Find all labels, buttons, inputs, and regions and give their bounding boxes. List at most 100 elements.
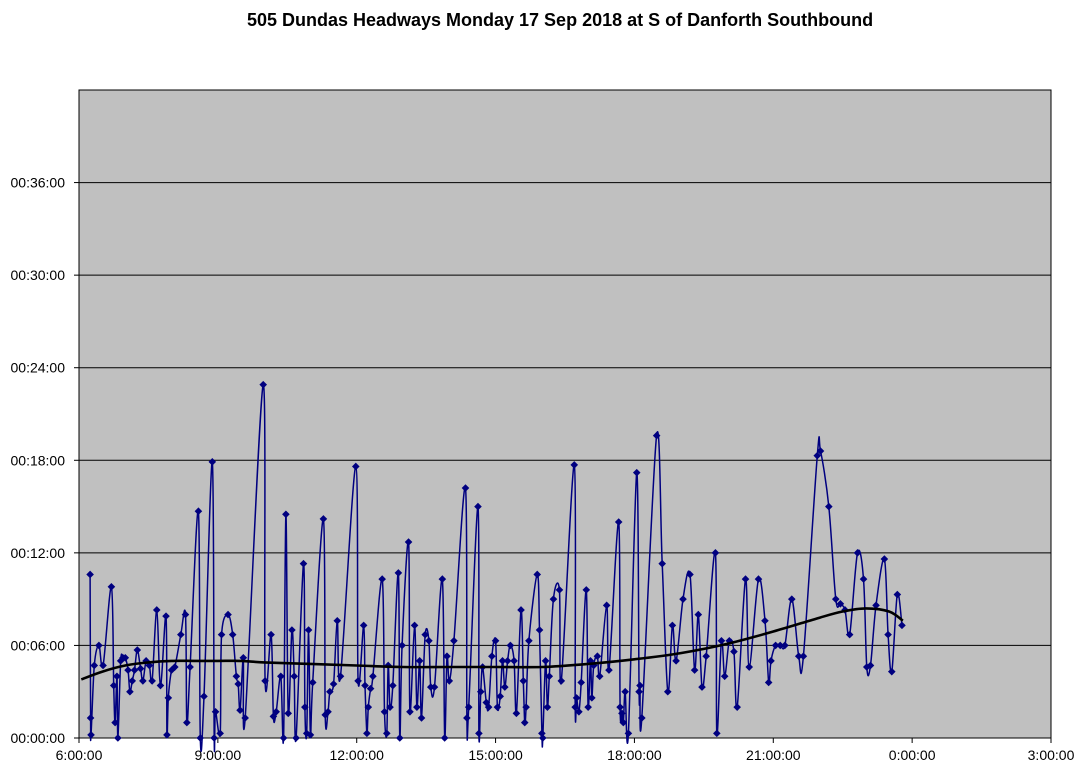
data-point xyxy=(369,672,377,681)
data-point xyxy=(272,707,280,716)
data-point xyxy=(535,626,544,634)
data-point xyxy=(86,714,95,722)
data-point xyxy=(575,707,583,716)
data-point xyxy=(389,681,397,690)
data-point xyxy=(519,677,528,685)
data-point xyxy=(488,652,496,661)
data-point xyxy=(301,703,309,711)
data-point xyxy=(171,663,179,671)
data-point xyxy=(145,661,154,670)
data-point xyxy=(177,630,185,639)
data-point xyxy=(493,703,502,711)
x-tick-label: 15:00:00 xyxy=(468,747,523,763)
data-point xyxy=(476,687,485,696)
data-point xyxy=(672,657,680,665)
data-point xyxy=(282,510,290,519)
trend-line xyxy=(80,607,904,681)
data-point xyxy=(767,657,775,665)
data-point xyxy=(211,707,220,716)
data-point xyxy=(679,595,687,603)
data-point xyxy=(364,703,373,711)
data-point xyxy=(304,626,313,634)
data-point xyxy=(410,621,419,630)
data-point xyxy=(781,641,789,650)
data-point xyxy=(326,687,334,696)
data-point xyxy=(216,729,224,738)
data-point xyxy=(506,641,515,650)
data-point xyxy=(351,462,360,471)
data-point xyxy=(525,637,533,645)
data-point xyxy=(443,652,451,661)
series-layer xyxy=(80,380,906,753)
data-point xyxy=(831,595,840,603)
data-point xyxy=(694,610,703,619)
data-point xyxy=(799,652,808,661)
data-point xyxy=(582,586,591,594)
data-point xyxy=(111,718,119,727)
data-point xyxy=(366,684,375,693)
data-point xyxy=(549,595,558,603)
data-point xyxy=(517,606,525,614)
plot-area xyxy=(78,89,1052,739)
data-point xyxy=(555,586,564,594)
data-point xyxy=(589,661,598,670)
data-point xyxy=(133,646,142,654)
data-point xyxy=(717,637,726,645)
data-point xyxy=(394,569,403,577)
data-point xyxy=(482,698,491,707)
data-point xyxy=(430,683,439,691)
data-point xyxy=(163,731,171,739)
data-point xyxy=(884,630,892,639)
data-point xyxy=(277,672,285,681)
data-point xyxy=(761,616,769,625)
data-point xyxy=(383,729,391,738)
x-tick-label: 0:00:00 xyxy=(889,747,936,763)
data-point xyxy=(893,590,902,599)
data-point xyxy=(164,694,173,702)
data-point xyxy=(380,707,389,716)
data-point xyxy=(543,703,552,711)
x-tick-label: 18:00:00 xyxy=(607,747,662,763)
data-point xyxy=(484,703,493,711)
data-point xyxy=(496,692,504,701)
data-point xyxy=(859,575,868,583)
data-point xyxy=(512,709,521,718)
data-point xyxy=(299,559,308,568)
data-point xyxy=(816,447,825,455)
data-point xyxy=(425,637,433,645)
axis-layer: 00:00:00 00:06:00 00:12:00 00:18:00 00:24:00… xyxy=(11,175,1075,763)
data-point xyxy=(730,647,738,656)
data-point xyxy=(533,570,542,579)
data-point xyxy=(236,706,244,715)
data-point xyxy=(602,601,611,610)
data-point xyxy=(733,703,741,711)
data-point xyxy=(210,734,218,742)
data-point xyxy=(109,681,118,690)
data-point xyxy=(306,731,315,739)
data-point xyxy=(86,570,94,579)
data-point xyxy=(898,621,906,630)
data-point xyxy=(361,681,369,690)
data-point xyxy=(450,637,458,645)
data-point xyxy=(464,703,473,711)
data-point xyxy=(288,626,296,634)
data-point xyxy=(614,518,623,526)
data-point xyxy=(862,663,871,671)
y-tick-label: 00:06:00 xyxy=(11,637,66,653)
data-point xyxy=(232,672,241,681)
data-point xyxy=(404,538,413,546)
data-point xyxy=(690,666,699,674)
data-point xyxy=(520,718,529,727)
data-point xyxy=(378,575,386,583)
data-point xyxy=(745,663,754,671)
data-point xyxy=(771,641,780,650)
data-point xyxy=(474,502,482,511)
data-point xyxy=(501,683,509,691)
data-point xyxy=(359,621,368,630)
data-point xyxy=(329,680,338,688)
data-point xyxy=(866,661,875,670)
data-point xyxy=(880,555,889,563)
data-point xyxy=(635,687,643,696)
data-point xyxy=(788,595,796,603)
